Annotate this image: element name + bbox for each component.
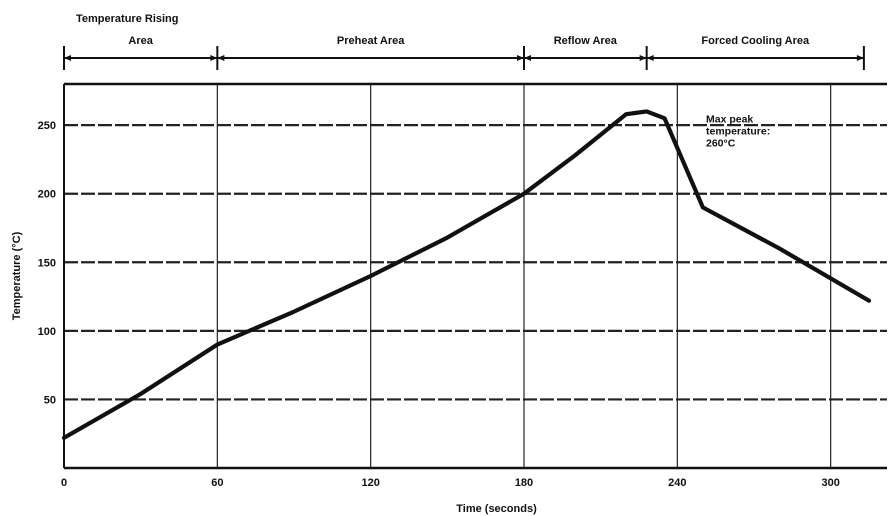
y-tick-label-250: 250 bbox=[38, 120, 56, 132]
y-tick-label-50: 50 bbox=[44, 394, 56, 406]
x-tick-label-180: 180 bbox=[515, 477, 533, 489]
x-tick-label-120: 120 bbox=[361, 477, 379, 489]
zone-arrow-left bbox=[524, 55, 531, 61]
zone-arrow-left bbox=[64, 55, 71, 61]
zone-header: Temperature Rising Area Preheat Area Reflow… bbox=[63, 13, 865, 70]
zone-arrow-left bbox=[646, 55, 654, 61]
x-tick-label-300: 300 bbox=[821, 477, 839, 489]
series bbox=[61, 109, 872, 440]
x-tick-label-240: 240 bbox=[668, 477, 686, 489]
zone-arrow-right bbox=[517, 55, 524, 61]
annotation-line-1: Max peak bbox=[706, 113, 753, 125]
zone-arrow-left bbox=[217, 55, 225, 61]
y-axis-label: Temperature (°C) bbox=[11, 231, 23, 320]
zone-label-0-line1: Temperature Rising bbox=[76, 13, 179, 25]
y-tick-label-200: 200 bbox=[38, 189, 56, 201]
zone-arrow-right bbox=[856, 55, 864, 61]
zone-label-0-line2: Area bbox=[128, 35, 153, 47]
zone-label-1: Preheat Area bbox=[337, 35, 405, 47]
axes bbox=[63, 82, 887, 470]
x-axis-label: Time (seconds) bbox=[456, 503, 537, 515]
y-tick-label-100: 100 bbox=[38, 326, 56, 338]
zone-label-3: Forced Cooling Area bbox=[701, 35, 810, 47]
zone-arrow-right bbox=[210, 55, 218, 61]
annotation-line-3: 260°C bbox=[706, 137, 736, 149]
zone-label-2: Reflow Area bbox=[554, 35, 618, 47]
temperature-curve bbox=[61, 109, 872, 440]
zone-arrow-right bbox=[639, 55, 647, 61]
annotation-line-2: temperature: bbox=[706, 125, 770, 137]
x-tick-label-60: 60 bbox=[211, 477, 223, 489]
y-tick-label-150: 150 bbox=[38, 257, 56, 269]
grid bbox=[64, 84, 887, 468]
tick-labels: 50 100 150 200 250 0 60 120 180 240 300 bbox=[38, 120, 840, 489]
x-tick-label-0: 0 bbox=[61, 477, 67, 489]
